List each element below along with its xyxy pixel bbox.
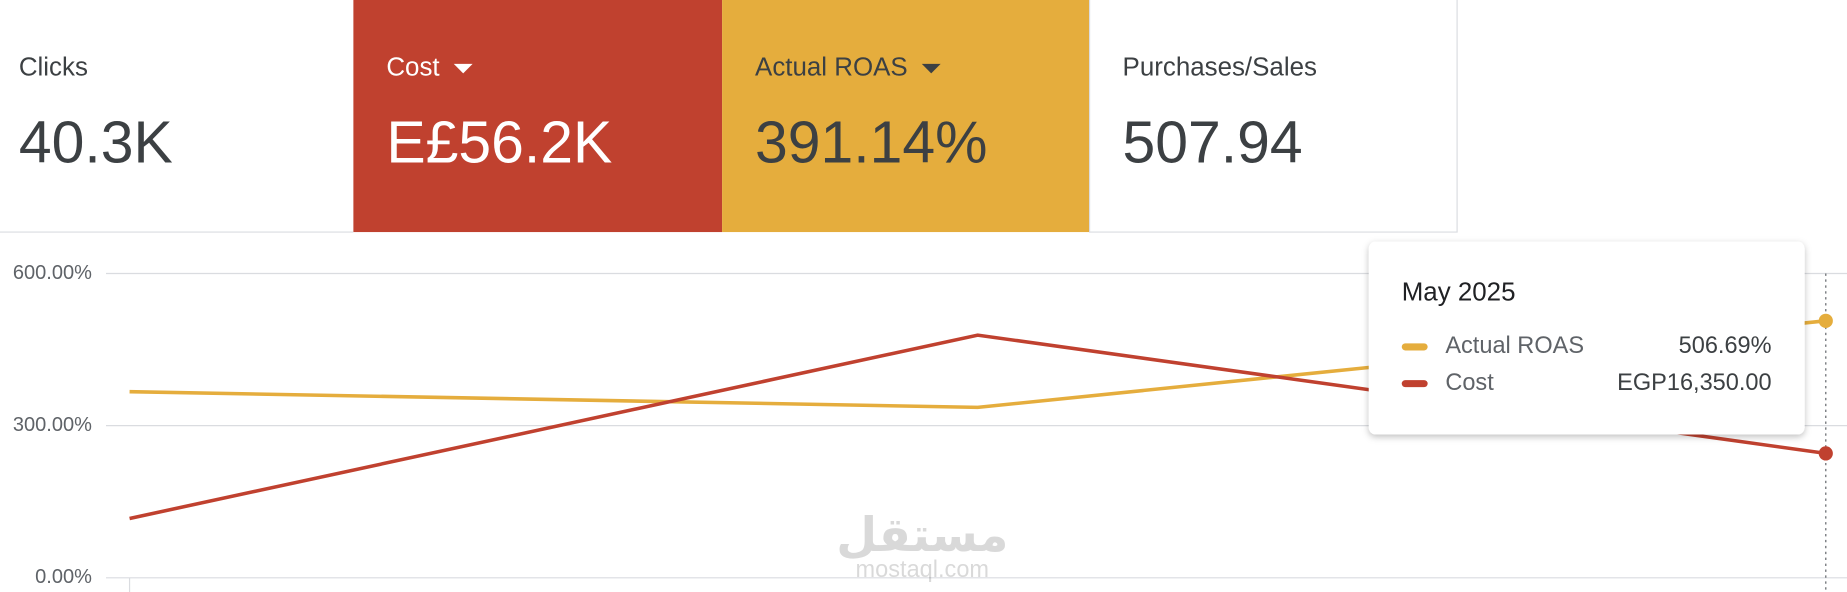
scorecard-bg: [722, 0, 1090, 233]
hover-point: [1818, 446, 1833, 461]
scorecard: Cost E£56.2K: [353, 0, 723, 233]
tooltip-value: 506.69%: [1679, 333, 1772, 359]
watermark-latin: mostaql.com: [856, 557, 989, 583]
tooltip-date: May 2025: [1402, 276, 1516, 306]
y-tick-label: 0.00%: [35, 566, 92, 588]
scorecard-value: 507.94: [1123, 109, 1303, 175]
scorecard-value: 40.3K: [19, 109, 173, 175]
watermark: مستقل mostaql.com: [836, 509, 1008, 583]
scorecard: Clicks 40.3K: [0, 0, 354, 233]
scorecard-value: 391.14%: [755, 109, 987, 175]
scorecard-label: Cost: [386, 51, 440, 81]
scorecard-bg: [0, 0, 354, 233]
scorecard: Actual ROAS 391.14%: [722, 0, 1090, 233]
scorecard-border: [0, 0, 1458, 233]
legend-label: Cost: [1445, 370, 1494, 396]
tooltip-value: EGP16,350.00: [1617, 370, 1771, 396]
y-tick-label: 600.00%: [13, 262, 92, 284]
legend-swatch: [1401, 380, 1428, 388]
legend-label: Actual ROAS: [1445, 333, 1584, 359]
scorecard-bg: [1089, 0, 1458, 233]
tooltip-box: [1368, 241, 1805, 435]
scorecard-label: Purchases/Sales: [1123, 51, 1317, 81]
dropdown-arrow: [453, 63, 473, 74]
scorecard-bg: [353, 0, 723, 233]
scorecard: Purchases/Sales 507.94: [1089, 0, 1458, 233]
scorecard-label: Clicks: [19, 51, 88, 81]
scorecards: Clicks 40.3K Cost E£56.2K Actual ROAS 391.14%…: [0, 0, 1458, 233]
watermark-arabic: مستقل: [836, 509, 1008, 562]
scorecard-value: E£56.2K: [386, 109, 612, 175]
y-tick-label: 300.00%: [13, 414, 92, 436]
legend-swatch: [1401, 343, 1428, 351]
dropdown-arrow: [921, 63, 941, 74]
tooltip: May 2025 Actual ROAS 506.69% Cost EGP16,350…: [1368, 241, 1805, 435]
hover-point: [1818, 313, 1833, 328]
scorecard-label: Actual ROAS: [755, 51, 908, 81]
